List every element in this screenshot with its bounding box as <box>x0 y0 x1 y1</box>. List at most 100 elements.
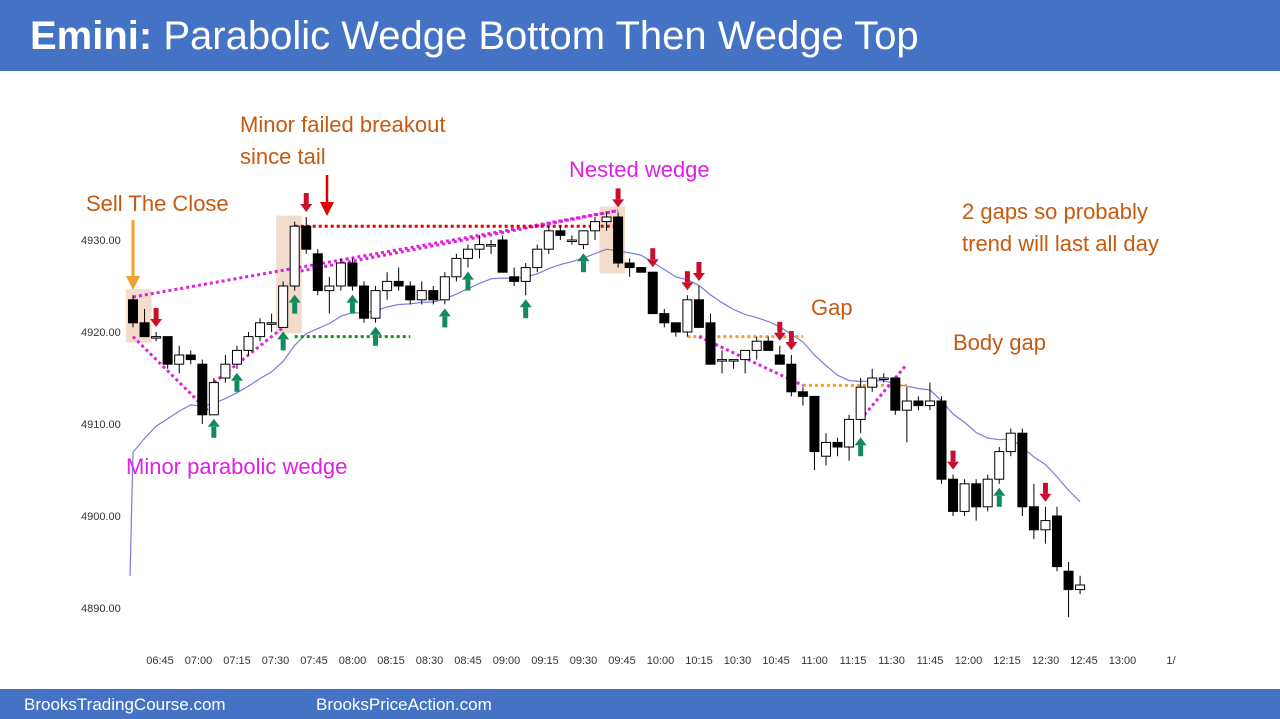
candle <box>359 281 369 323</box>
y-tick-label: 4890.00 <box>81 603 121 615</box>
candle-body <box>1075 584 1086 591</box>
bear-arrow-icon <box>773 321 786 341</box>
x-tick-label: 10:45 <box>762 655 790 667</box>
bull-arrow-icon <box>854 437 867 457</box>
candle <box>740 349 751 374</box>
candle <box>335 258 346 291</box>
candle-body <box>497 239 508 273</box>
candle-body <box>855 386 866 420</box>
bear-arrow-icon <box>692 262 705 281</box>
candle <box>578 230 589 250</box>
candle-body <box>682 299 693 333</box>
candle <box>855 378 866 434</box>
candle-body <box>335 262 346 287</box>
arrow-head <box>577 253 590 262</box>
candle-body <box>1063 570 1074 591</box>
bull-arrow-icon <box>519 299 532 319</box>
candle-body <box>278 285 289 328</box>
candle <box>751 336 762 360</box>
footer-right-link[interactable]: BrooksPriceAction.com <box>316 695 492 714</box>
x-tick-label: 13:00 <box>1109 655 1137 667</box>
candle <box>670 322 681 337</box>
signal-arrows <box>150 188 1052 507</box>
candle-body <box>405 285 416 301</box>
x-tick-label: 09:30 <box>570 655 598 667</box>
candle-body <box>1052 515 1062 568</box>
candle-body <box>520 267 531 282</box>
candle <box>532 244 543 273</box>
candle-body <box>197 363 208 416</box>
bear-arrow-icon <box>947 450 960 470</box>
arrow-shaft <box>950 450 956 462</box>
arrow-head <box>230 372 243 381</box>
arrow-head <box>1039 493 1052 502</box>
x-tick-label: 10:15 <box>685 655 713 667</box>
candle-body <box>208 382 219 416</box>
candle-body <box>982 478 993 508</box>
bull-arrow-icon <box>369 326 382 346</box>
candle <box>266 313 277 332</box>
arrow-shaft <box>650 248 656 260</box>
bull-arrow-icon <box>207 418 220 438</box>
candle-body <box>590 221 600 232</box>
candle-body <box>301 225 312 250</box>
candle <box>486 240 497 254</box>
candle <box>382 272 393 300</box>
candle <box>428 286 439 305</box>
x-tick-label: 09:00 <box>493 655 521 667</box>
parabolic-wedge-lower <box>131 335 215 418</box>
candle <box>231 345 242 369</box>
bear-arrow-icon <box>1039 482 1052 502</box>
arrow-shaft <box>996 495 1002 507</box>
arrow-shaft <box>373 334 379 346</box>
candle-body <box>416 290 427 301</box>
x-tick-label: 08:45 <box>454 655 482 667</box>
candle-body <box>971 483 982 508</box>
candle <box>948 474 959 516</box>
candle <box>994 447 1005 484</box>
arrow-head <box>993 487 1006 496</box>
candle-body <box>532 248 543 269</box>
candle-body <box>913 400 924 407</box>
candle <box>312 249 323 296</box>
candle-body <box>832 441 843 448</box>
candle-body <box>774 354 785 365</box>
ema-layer <box>129 248 1081 576</box>
candle-body <box>751 340 762 351</box>
bull-arrow-icon <box>288 294 301 314</box>
candle <box>901 387 912 443</box>
candle <box>324 276 335 314</box>
candle <box>867 368 878 392</box>
candle <box>763 336 774 351</box>
arrow-head <box>854 437 867 446</box>
candle-body <box>786 363 797 393</box>
candle <box>717 350 728 374</box>
footer-left-link[interactable]: BrooksTradingCourse.com <box>24 695 226 714</box>
candle <box>786 355 797 397</box>
candle-body <box>255 322 266 338</box>
candle-body <box>994 451 1005 480</box>
candle <box>474 235 485 259</box>
candle <box>520 263 531 296</box>
arrow-head <box>288 294 301 303</box>
x-tick-label: 07:30 <box>262 655 290 667</box>
candle <box>1075 575 1086 595</box>
x-tick-label: 07:45 <box>300 655 328 667</box>
candle <box>705 313 716 365</box>
candle <box>1005 428 1016 457</box>
candle <box>278 281 289 328</box>
arrow-head <box>150 319 163 327</box>
candle <box>416 281 427 305</box>
bear-arrow-icon <box>646 248 659 268</box>
candle <box>509 267 520 286</box>
candle <box>208 378 219 416</box>
x-axis: 06:45 07:00 07:15 07:30 07:45 08:00 08:15 08:30… <box>146 655 1176 667</box>
arrow-shaft <box>788 331 794 342</box>
arrow-shaft <box>684 271 690 283</box>
candle-body <box>566 239 577 242</box>
y-tick-label: 4930.00 <box>81 235 121 247</box>
candle-body <box>382 280 393 292</box>
bear-arrow-icon <box>612 188 625 208</box>
x-tick-label: 09:15 <box>531 655 559 667</box>
title-bar: Emini: Parabolic Wedge Bottom Then Wedge… <box>0 0 1280 71</box>
